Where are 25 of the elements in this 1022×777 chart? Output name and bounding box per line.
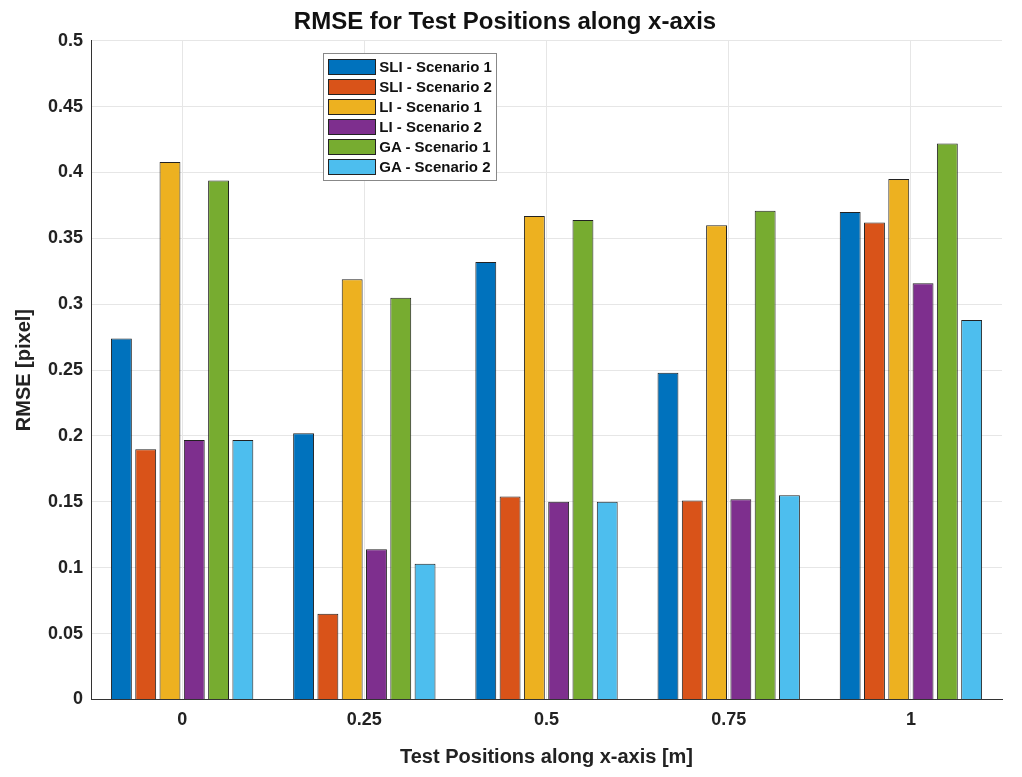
legend-label: SLI - Scenario 2 bbox=[379, 78, 492, 96]
legend-label: SLI - Scenario 1 bbox=[379, 58, 492, 76]
chart-title: RMSE for Test Positions along x-axis bbox=[293, 7, 717, 35]
y-tick-label: 0.5 bbox=[58, 29, 84, 50]
y-tick-label: 0.45 bbox=[47, 95, 84, 116]
y-tick-label: 0.25 bbox=[47, 359, 84, 380]
x-tick-label: 0.5 bbox=[534, 709, 560, 730]
y-tick-label: 0.4 bbox=[58, 161, 84, 182]
y-tick-label: 0.3 bbox=[58, 293, 84, 314]
legend-label: GA - Scenario 2 bbox=[379, 158, 491, 176]
y-axis-title: RMSE [pixel] bbox=[11, 308, 34, 432]
y-tick-label: 0.35 bbox=[47, 227, 84, 248]
legend-label: LI - Scenario 2 bbox=[379, 118, 482, 136]
x-tick-label: 0.25 bbox=[346, 709, 382, 730]
x-tick-label: 0 bbox=[177, 709, 188, 730]
legend-label: LI - Scenario 1 bbox=[379, 98, 482, 116]
x-axis-title: Test Positions along x-axis [m] bbox=[400, 744, 694, 767]
x-tick-label: 0.75 bbox=[711, 709, 747, 730]
x-tick-label: 1 bbox=[905, 709, 916, 730]
y-tick-label: 0.15 bbox=[47, 490, 84, 511]
y-tick-label: 0.05 bbox=[47, 622, 84, 643]
legend-label: GA - Scenario 1 bbox=[379, 138, 491, 156]
y-tick-label: 0 bbox=[73, 688, 84, 709]
y-tick-label: 0.2 bbox=[58, 424, 84, 445]
y-tick-label: 0.1 bbox=[58, 556, 84, 577]
